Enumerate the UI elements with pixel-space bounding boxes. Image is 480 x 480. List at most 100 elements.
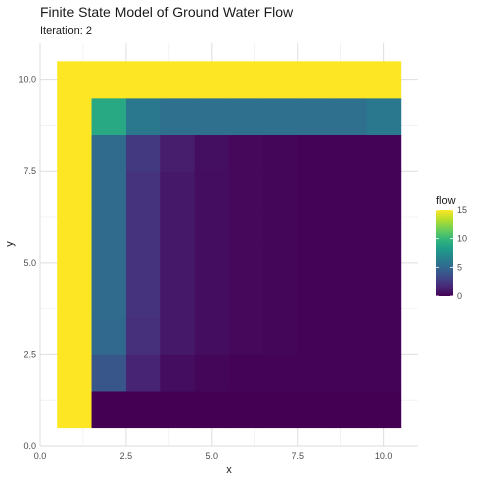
heatmap-cell — [229, 244, 264, 282]
legend-tick-label: 0 — [457, 291, 462, 301]
x-tick-label: 5.0 — [206, 451, 219, 461]
heatmap-cell — [125, 391, 161, 429]
heatmap-cell — [229, 134, 264, 172]
heatmap-cell — [194, 61, 230, 99]
heatmap-cell — [125, 97, 161, 135]
heatmap-cell — [263, 134, 299, 172]
heatmap-cell — [125, 207, 161, 245]
legend-colorbar — [436, 210, 453, 296]
heatmap-cell — [366, 61, 402, 99]
heatmap-cell — [125, 171, 161, 209]
heatmap-cell — [91, 317, 127, 355]
heatmap-cell — [91, 354, 127, 392]
heatmap-cell — [366, 244, 402, 282]
heatmap-cell — [366, 391, 402, 429]
heatmap-cell — [160, 354, 196, 392]
x-axis-title: x — [226, 464, 232, 476]
heatmap-cell — [366, 171, 402, 209]
heatmap-cell — [91, 61, 127, 99]
heatmap-cell — [297, 281, 333, 319]
y-axis-title: y — [4, 241, 16, 247]
heatmap-cell — [263, 207, 299, 245]
x-tick-label: 7.5 — [291, 451, 304, 461]
heatmap-cell — [332, 134, 367, 172]
heatmap-cell — [125, 61, 161, 99]
heatmap-cell — [160, 244, 196, 282]
heatmap-cell — [366, 354, 402, 392]
heatmap-cell — [160, 134, 196, 172]
heatmap-cell — [366, 207, 402, 245]
heatmap-cell — [194, 317, 230, 355]
heatmap-cell — [366, 317, 402, 355]
heatmap-cell — [263, 61, 299, 99]
heatmap-cell — [125, 134, 161, 172]
heatmap-cell — [91, 134, 127, 172]
heatmap-cell — [125, 354, 161, 392]
heatmap-cell — [332, 171, 367, 209]
heatmap-cell — [91, 207, 127, 245]
heatmap-cell — [229, 354, 264, 392]
y-tick-label: 7.5 — [23, 166, 36, 176]
heatmap-cell — [332, 391, 367, 429]
heatmap-cell — [194, 207, 230, 245]
heatmap-cell — [229, 317, 264, 355]
x-axis-ticks: 0.0 2.5 5.0 7.5 10.0 — [34, 451, 393, 461]
heatmap-cell — [229, 391, 264, 429]
heatmap-cell — [91, 97, 127, 135]
heatmap-cell — [332, 317, 367, 355]
heatmap-cell — [160, 317, 196, 355]
heatmap-cell — [57, 281, 92, 319]
heatmap-cell — [57, 317, 92, 355]
heatmap-cell — [263, 281, 299, 319]
legend-title: flow — [436, 195, 456, 207]
y-tick-label: 2.5 — [23, 349, 36, 359]
heatmap-cell — [229, 171, 264, 209]
heatmap-cell — [366, 97, 402, 135]
heatmap-cell — [125, 281, 161, 319]
heatmap-cell — [194, 244, 230, 282]
heatmap-cell — [160, 207, 196, 245]
heatmap-cell — [297, 207, 333, 245]
heatmap-cell — [332, 61, 367, 99]
heatmap-cell — [194, 391, 230, 429]
x-tick-label: 0.0 — [34, 451, 47, 461]
heatmap-cell — [297, 244, 333, 282]
heatmap-cell — [91, 244, 127, 282]
heatmap-cell — [160, 61, 196, 99]
y-axis-ticks: 0.0 2.5 5.0 7.5 10.0 — [18, 75, 36, 451]
chart-subtitle: Iteration: 2 — [40, 25, 92, 37]
heatmap-cell — [194, 134, 230, 172]
heatmap-cell — [263, 244, 299, 282]
heatmap-cell — [229, 97, 264, 135]
heatmap-cell — [160, 391, 196, 429]
y-tick-label: 0.0 — [23, 441, 36, 451]
heatmap-cell — [297, 134, 333, 172]
heatmap-cell — [297, 171, 333, 209]
heatmap-cell — [125, 244, 161, 282]
heatmap-cell — [297, 354, 333, 392]
heatmap-cell — [91, 171, 127, 209]
heatmap-cell — [263, 97, 299, 135]
heatmap-cell — [297, 391, 333, 429]
heatmap-cell — [160, 171, 196, 209]
heatmap-cell — [57, 207, 92, 245]
heatmap-cell — [91, 391, 127, 429]
heatmap-cell — [125, 317, 161, 355]
heatmap-cell — [91, 281, 127, 319]
heatmap-cell — [57, 354, 92, 392]
x-tick-label: 10.0 — [375, 451, 393, 461]
heatmap-cell — [366, 281, 402, 319]
y-tick-label: 10.0 — [18, 75, 36, 85]
legend-ticks: 0 5 10 15 — [436, 205, 467, 301]
heatmap-cell — [194, 97, 230, 135]
heatmap-cell — [332, 207, 367, 245]
heatmap-cell — [332, 97, 367, 135]
heatmap-cell — [297, 61, 333, 99]
heatmap-cell — [57, 244, 92, 282]
heatmap-cell — [332, 244, 367, 282]
heatmap-cell — [263, 171, 299, 209]
heatmap-cell — [194, 171, 230, 209]
heatmap-cell — [160, 281, 196, 319]
heatmap-cell — [263, 317, 299, 355]
